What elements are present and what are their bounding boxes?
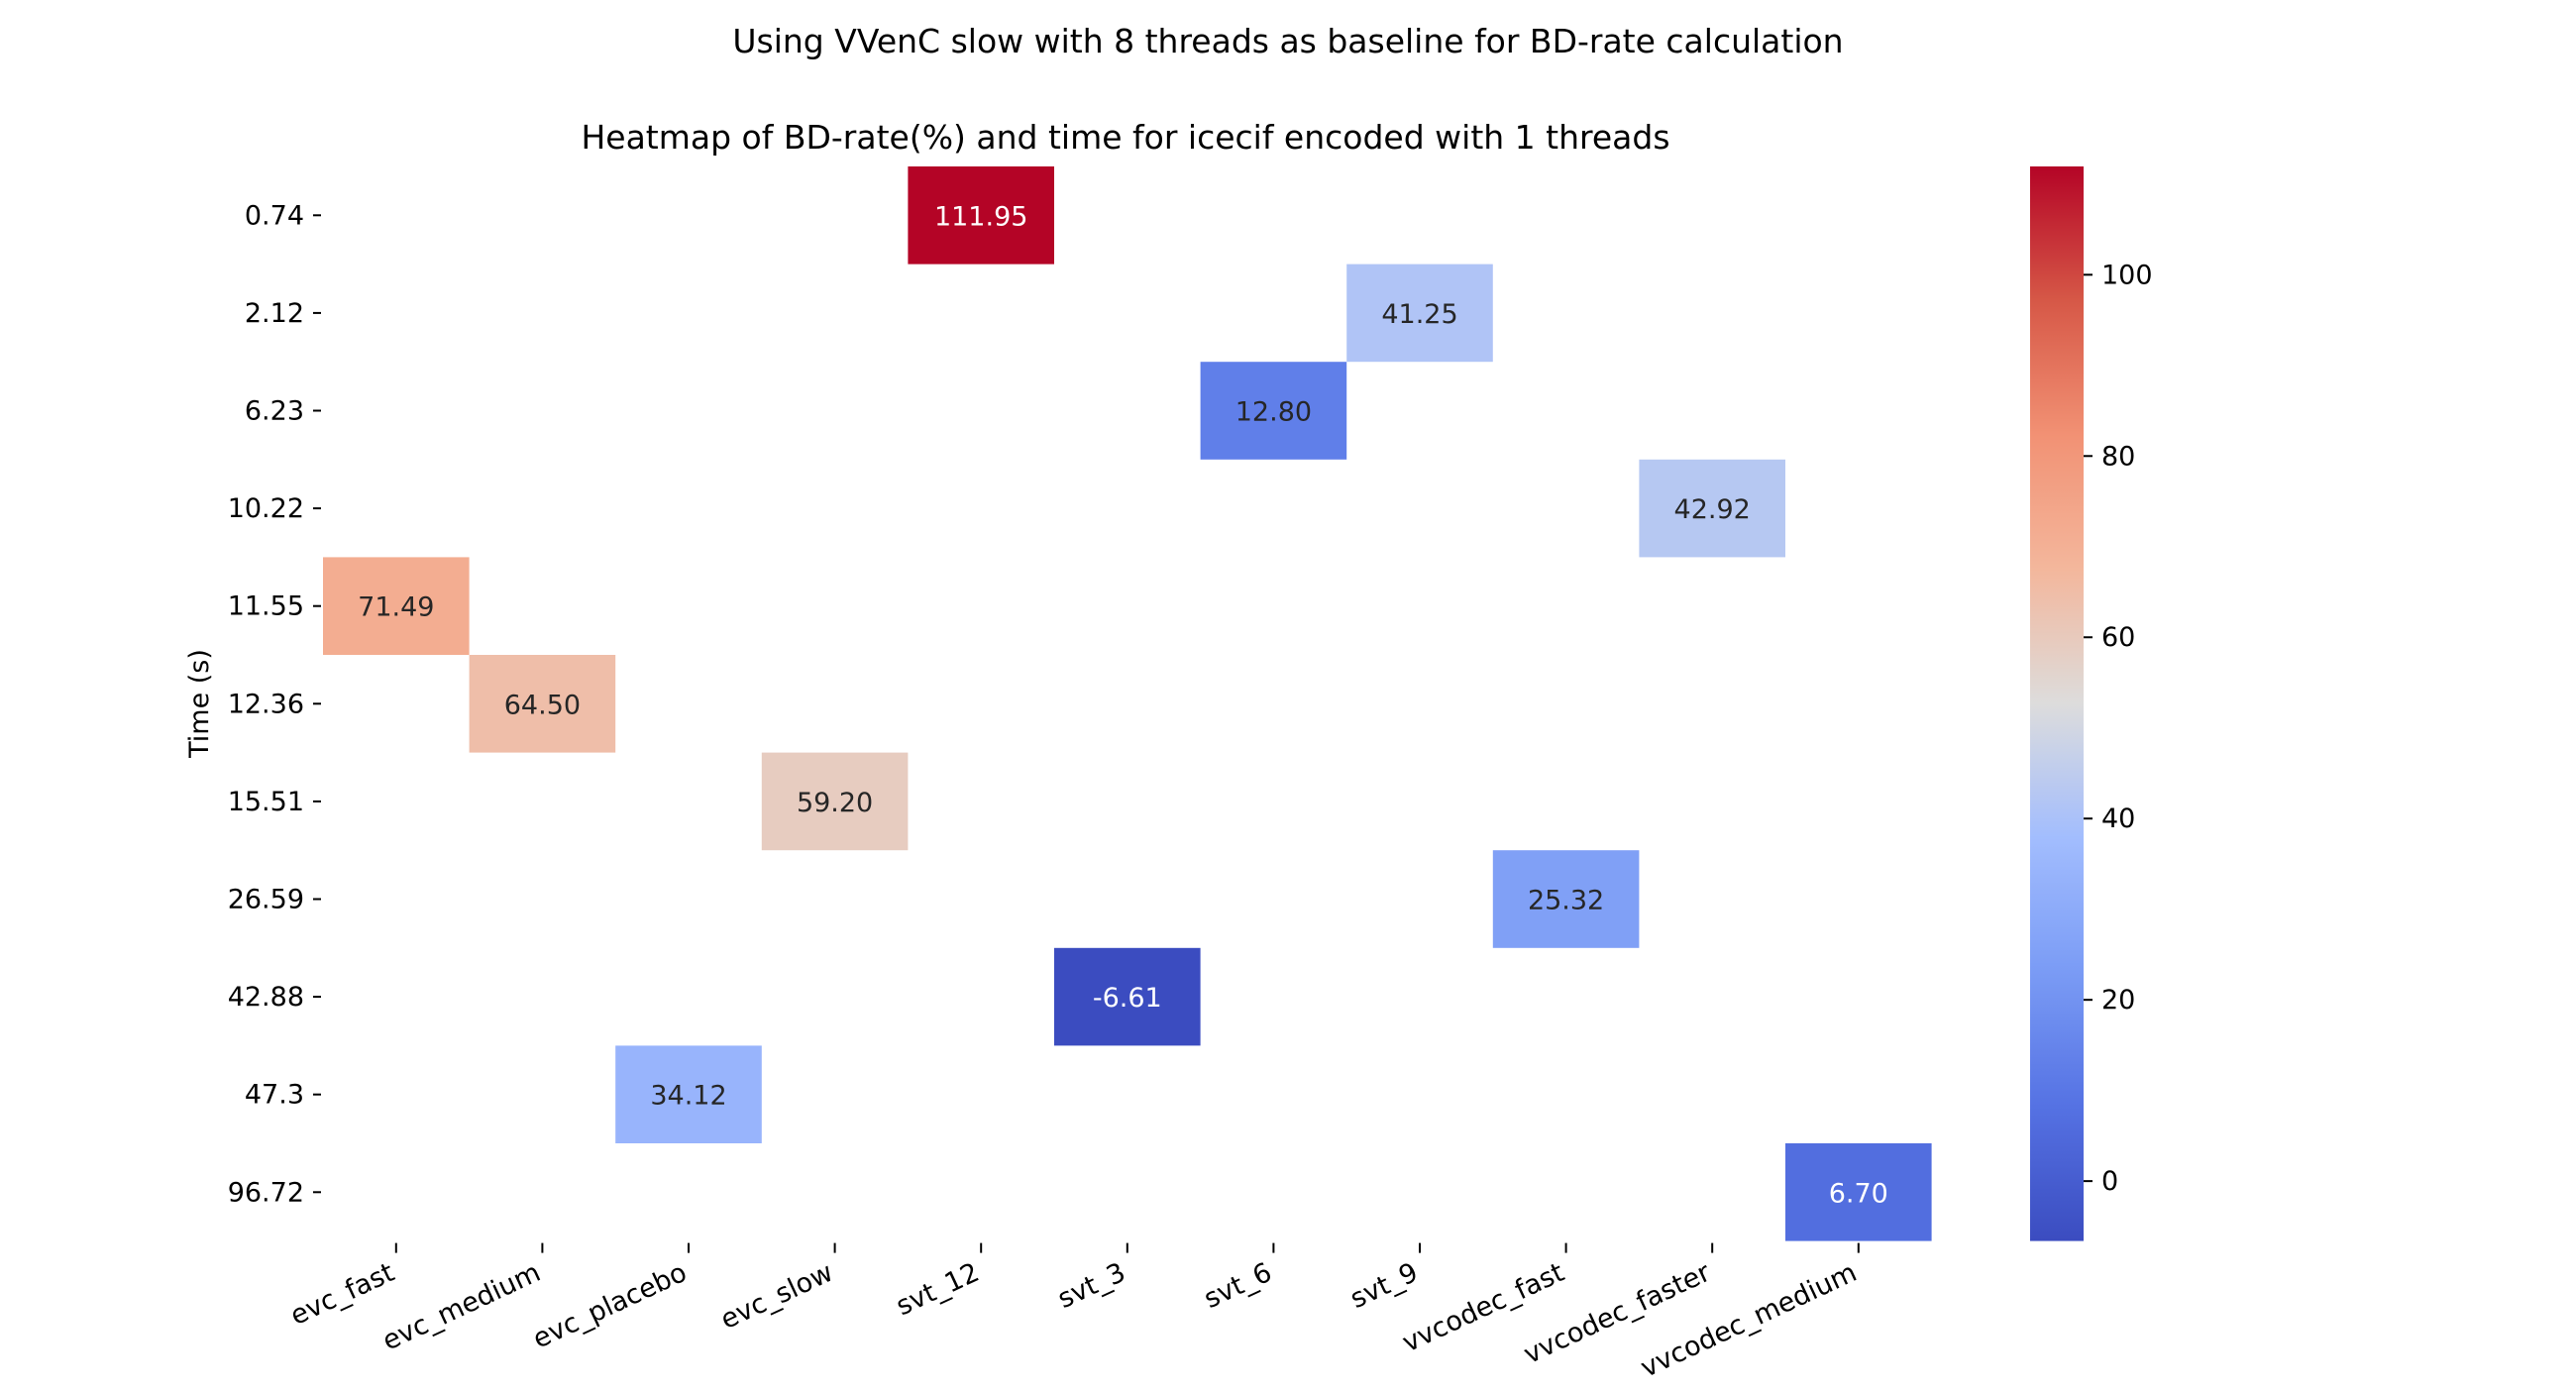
x-tick-label: svt_6 <box>1200 1257 1277 1315</box>
heatmap-cell <box>908 166 1054 265</box>
y-tick-label: 42.88 <box>228 982 304 1013</box>
x-tick-label: evc_fast <box>285 1257 398 1332</box>
colorbar-gradient <box>2030 166 2084 1241</box>
heatmap-cell <box>1492 850 1640 948</box>
y-tick-label: 12.36 <box>228 689 304 719</box>
y-tick-label: 11.55 <box>228 591 304 622</box>
colorbar: 0 20 40 60 80 100 <box>2030 166 2153 1241</box>
colorbar-tick-label: 40 <box>2101 803 2135 834</box>
heatmap-cell <box>1054 947 1201 1046</box>
y-tick-label: 47.3 <box>245 1080 304 1111</box>
heatmap-cells: 111.95 41.25 12.80 42.92 71.49 64.50 59.20 25.3… <box>323 166 1932 1241</box>
y-tick-label: 6.23 <box>245 396 304 427</box>
figure-suptitle: Using VVenC slow with 8 threads as basel… <box>732 22 1843 60</box>
y-axis-ticks: 0.74 2.12 6.23 10.22 11.55 12.36 15.51 26.59 42.… <box>228 200 321 1208</box>
heatmap-cell <box>1639 459 1785 558</box>
cell-value-label: 111.95 <box>934 201 1027 232</box>
heatmap-cell <box>615 1045 762 1143</box>
x-tick-label: svt_3 <box>1053 1257 1130 1315</box>
cell-value-label: 71.49 <box>358 592 434 623</box>
heatmap-cell <box>1200 362 1347 460</box>
x-tick-label: evc_medium <box>377 1257 545 1357</box>
cell-value-label: 64.50 <box>504 690 581 720</box>
chart-title: Heatmap of BD-rate(%) and time for iceci… <box>581 118 1669 157</box>
x-tick-label: evc_slow <box>716 1257 838 1336</box>
cell-value-label: 41.25 <box>1381 299 1457 330</box>
y-tick-label: 2.12 <box>245 298 304 329</box>
colorbar-tick-label: 80 <box>2101 441 2135 472</box>
x-tick-label: svt_12 <box>892 1257 984 1322</box>
y-tick-label: 0.74 <box>245 200 304 231</box>
y-tick-label: 26.59 <box>228 885 304 915</box>
y-tick-label: 96.72 <box>228 1177 304 1208</box>
colorbar-tick-label: 0 <box>2101 1166 2118 1197</box>
cell-value-label: 59.20 <box>797 788 873 818</box>
cell-value-label: -6.61 <box>1093 983 1162 1014</box>
heatmap-cell <box>761 752 909 851</box>
colorbar-tick-label: 100 <box>2101 260 2153 290</box>
heatmap-cell <box>469 655 616 753</box>
cell-value-label: 34.12 <box>650 1081 726 1112</box>
colorbar-tick-label: 20 <box>2101 985 2135 1016</box>
heatmap-cell <box>1346 264 1493 363</box>
y-tick-label: 15.51 <box>228 787 304 817</box>
x-tick-label: evc_placebo <box>528 1257 692 1355</box>
y-axis-label: Time (s) <box>184 649 215 759</box>
cell-value-label: 25.32 <box>1528 886 1604 916</box>
heatmap-cell <box>323 557 470 655</box>
x-tick-label: svt_9 <box>1345 1257 1423 1315</box>
colorbar-tick-label: 60 <box>2101 622 2135 653</box>
y-tick-label: 10.22 <box>228 493 304 524</box>
cell-value-label: 6.70 <box>1829 1178 1888 1209</box>
heatmap-cell <box>1785 1143 1932 1241</box>
cell-value-label: 12.80 <box>1235 397 1312 428</box>
cell-value-label: 42.92 <box>1674 494 1751 525</box>
